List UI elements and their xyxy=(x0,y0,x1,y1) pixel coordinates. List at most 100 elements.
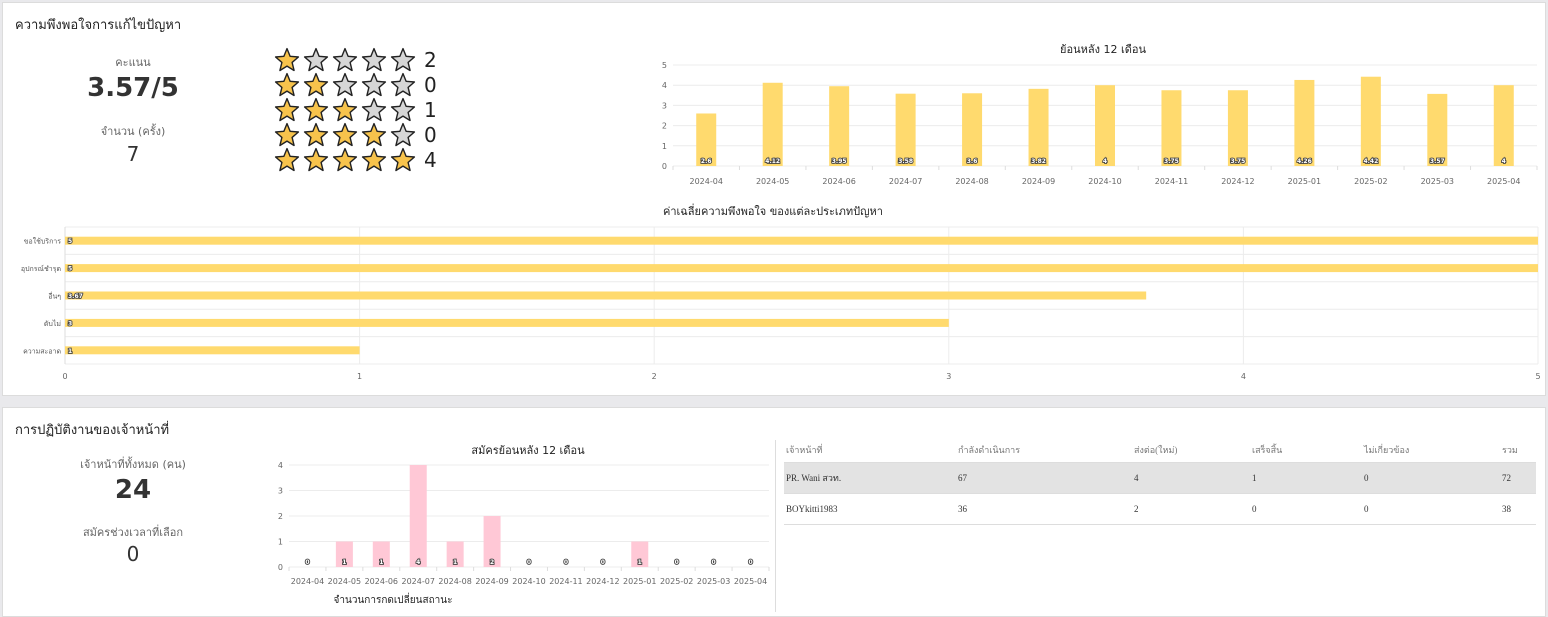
bar-2024-10[interactable] xyxy=(1095,85,1115,166)
table-row[interactable]: PR. Wani สวท. 67 4 1 0 72 xyxy=(784,462,1536,494)
bar-value-label: 4 xyxy=(1103,158,1107,165)
star-filled-icon xyxy=(390,147,416,172)
bar-value-label: 4.42 xyxy=(1363,158,1378,165)
bar-2024-08[interactable] xyxy=(446,541,464,568)
bar-2024-04[interactable] xyxy=(696,113,717,166)
bar-2025-01[interactable] xyxy=(631,541,649,568)
bar-2024-06[interactable] xyxy=(829,86,850,166)
bar-ดับไม่[interactable] xyxy=(65,318,949,327)
column-header[interactable]: รวม xyxy=(1500,437,1536,463)
bar-อุปกรณ์ชำรุด[interactable] xyxy=(65,264,1538,273)
officers-title: การปฏิบัติงานของเจ้าหน้าที่ xyxy=(15,423,170,438)
star-empty-icon xyxy=(303,47,329,72)
y-tick-label: 1 xyxy=(662,142,667,151)
bar-ขอใช้บริการ[interactable] xyxy=(65,236,1538,245)
bar-2025-01[interactable] xyxy=(1294,79,1315,166)
satisfaction-card: ความพึงพอใจการแก้ไขปัญหา คะแนน 3.57/5 จำ… xyxy=(2,2,1546,396)
star-filled-icon xyxy=(274,122,300,147)
column-header[interactable]: เสร็จสิ้น xyxy=(1250,437,1362,463)
bar-2024-06[interactable] xyxy=(372,541,390,568)
star-empty-icon xyxy=(390,47,416,72)
column-header[interactable]: กำลังดำเนินการ xyxy=(956,437,1132,463)
x-tick-label: 2024-11 xyxy=(549,577,582,586)
table-cell: 36 xyxy=(956,493,1132,525)
x-tick-label: 2024-04 xyxy=(291,577,324,586)
register-chart: 0123402024-0412024-0512024-0642024-07120… xyxy=(278,461,770,606)
bar-2024-09[interactable] xyxy=(1028,88,1049,166)
x-tick-label: 4 xyxy=(1241,372,1246,381)
monthly-chart-title: ย้อนหลัง 12 เดือน xyxy=(1060,43,1146,56)
bar-value-label: 0 xyxy=(712,559,716,566)
bar-2024-07[interactable] xyxy=(895,93,916,166)
x-tick-label: 2024-09 xyxy=(475,577,508,586)
table-cell: 0 xyxy=(1362,462,1500,494)
table-cell: 67 xyxy=(956,462,1132,494)
bar-2024-08[interactable] xyxy=(962,93,983,166)
table-cell: 2 xyxy=(1132,493,1250,525)
table-row[interactable]: BOYkitti1983 36 2 0 0 38 xyxy=(784,493,1536,525)
star-empty-icon xyxy=(332,47,358,72)
score-value: 3.57/5 xyxy=(87,73,179,103)
star-filled-icon xyxy=(332,147,358,172)
bar-2024-09[interactable] xyxy=(483,516,501,567)
star-filled-icon xyxy=(303,122,329,147)
star-empty-icon xyxy=(390,97,416,122)
bar-2024-11[interactable] xyxy=(1161,90,1182,166)
column-header[interactable]: เจ้าหน้าที่ xyxy=(784,437,956,463)
bar-2024-12[interactable] xyxy=(1227,90,1248,166)
table-cell: PR. Wani สวท. xyxy=(784,462,956,494)
x-tick-label: 2024-08 xyxy=(955,177,988,186)
officers-total-label: เจ้าหน้าที่ทั้งหมด (คน) xyxy=(80,458,186,471)
x-tick-label: 5 xyxy=(1535,372,1540,381)
star-row-count: 1 xyxy=(424,97,437,122)
column-header[interactable]: ไม่เกี่ยวข้อง xyxy=(1362,437,1500,463)
y-tick-label: อุปกรณ์ชำรุด xyxy=(21,265,61,273)
star-row-count: 0 xyxy=(424,122,437,147)
bar-value-label: 1 xyxy=(342,559,346,566)
bar-value-label: 4.26 xyxy=(1297,158,1312,165)
bar-value-label: 4.12 xyxy=(765,158,780,165)
star-filled-icon xyxy=(303,147,329,172)
score-label: คะแนน xyxy=(115,56,151,69)
bar-value-label: 3.95 xyxy=(832,158,847,165)
star-empty-icon xyxy=(361,47,387,72)
y-tick-label: 3 xyxy=(662,101,667,110)
star-filled-icon xyxy=(303,72,329,97)
x-tick-label: 3 xyxy=(946,372,951,381)
bar-value-label: 3.75 xyxy=(1231,158,1246,165)
table-cell: BOYkitti1983 xyxy=(784,493,956,525)
column-header[interactable]: ส่งต่อ(ใหม่) xyxy=(1132,437,1250,463)
bar-value-label: 3.6 xyxy=(967,158,978,165)
bar-2025-04[interactable] xyxy=(1493,85,1514,166)
bar-2024-05[interactable] xyxy=(762,82,783,166)
officers-total-value: 24 xyxy=(114,475,152,505)
y-tick-label: 3 xyxy=(278,487,283,496)
y-tick-label: ดับไม่ xyxy=(44,319,61,328)
y-tick-label: 0 xyxy=(662,162,667,171)
bar-อื่นๆ[interactable] xyxy=(65,291,1147,300)
y-tick-label: อื่นๆ xyxy=(48,292,61,301)
x-tick-label: 0 xyxy=(62,372,67,381)
x-tick-label: 2025-04 xyxy=(734,577,767,586)
x-tick-label: 2024-05 xyxy=(328,577,361,586)
officer-table: เจ้าหน้าที่ กำลังดำเนินการ ส่งต่อ(ใหม่) เสร… xyxy=(784,437,1536,525)
bar-2024-05[interactable] xyxy=(335,541,353,568)
bar-value-label: 3.57 xyxy=(1430,158,1445,165)
category-chart-title: ค่าเฉลี่ยความพึงพอใจ ของแต่ละประเภทปัญหา xyxy=(663,205,883,218)
x-tick-label: 2024-06 xyxy=(365,577,398,586)
bar-value-label: 3 xyxy=(68,320,72,327)
y-tick-label: 2 xyxy=(278,512,283,521)
x-tick-label: 2024-07 xyxy=(889,177,922,186)
bar-value-label: 3.67 xyxy=(68,293,83,300)
star-row-3: 1 xyxy=(273,97,437,122)
star-filled-icon xyxy=(274,147,300,172)
bar-value-label: 1 xyxy=(453,559,457,566)
y-tick-label: ขอใช้บริการ xyxy=(24,237,62,246)
bar-2025-02[interactable] xyxy=(1360,76,1381,166)
bar-ความสะอาด[interactable] xyxy=(65,346,360,355)
bar-value-label: 1 xyxy=(68,348,72,355)
star-row-1: 2 xyxy=(273,47,437,72)
bar-2025-03[interactable] xyxy=(1427,93,1448,166)
bar-2024-07[interactable] xyxy=(409,465,427,567)
officer-table-header: เจ้าหน้าที่ กำลังดำเนินการ ส่งต่อ(ใหม่) เสร… xyxy=(784,437,1536,463)
